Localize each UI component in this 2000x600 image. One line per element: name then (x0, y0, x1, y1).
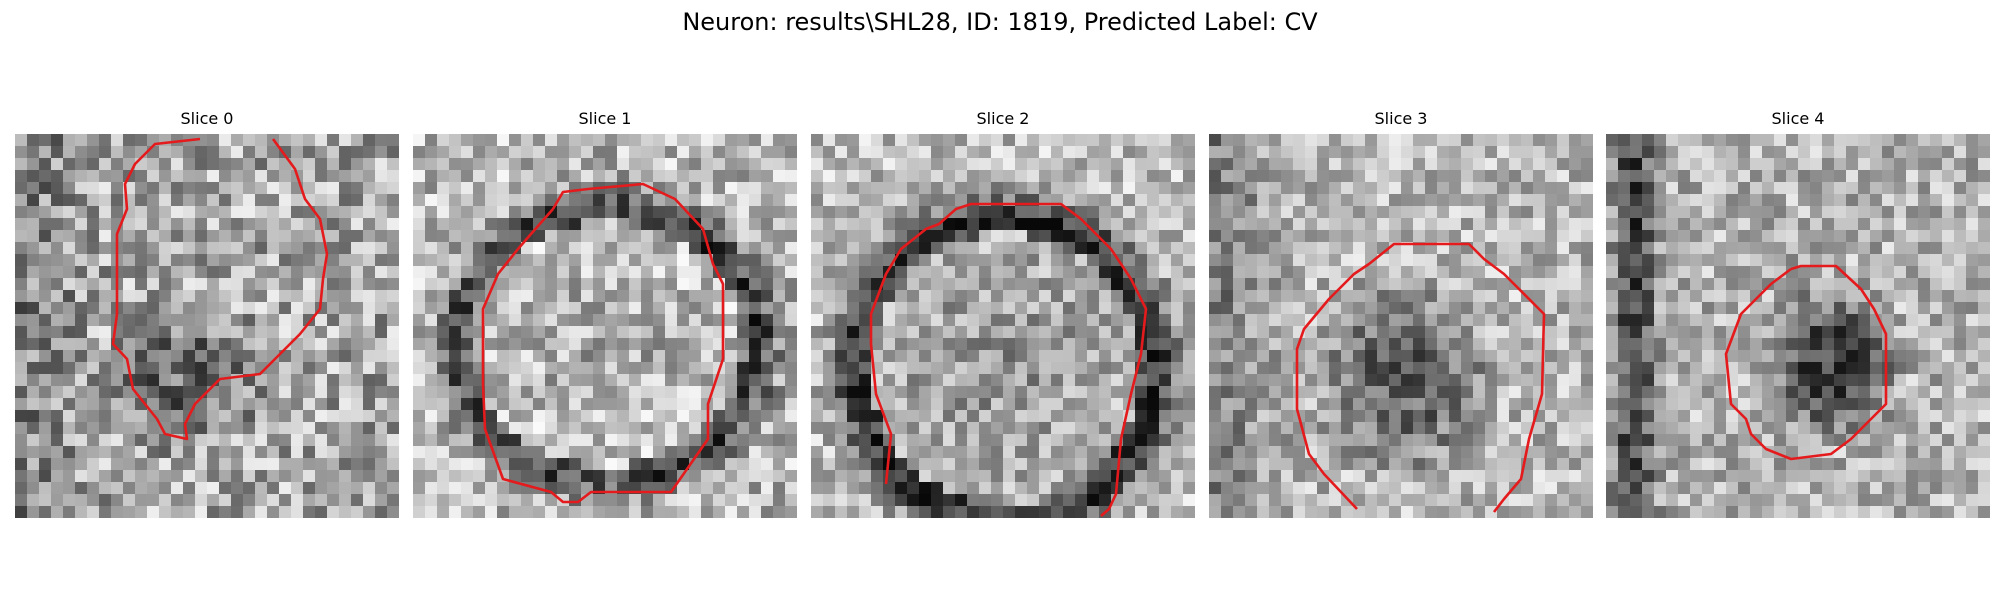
contour-1 (481, 182, 725, 504)
slice-panel-2: Slice 2 (811, 0, 1195, 520)
slice-image-4 (1606, 134, 1990, 518)
pixel-grid-2 (811, 134, 1195, 518)
contour-2 (869, 202, 1148, 517)
pixel-grid-4 (1606, 134, 1990, 518)
slice-title-4: Slice 4 (1771, 109, 1825, 128)
slice-panel-3: Slice 3 (1209, 0, 1593, 520)
slice-panel-1: Slice 1 (413, 0, 797, 520)
slice-title-2: Slice 2 (976, 109, 1030, 128)
slice-panel-4: Slice 4 (1606, 0, 1990, 520)
slice-image-2 (811, 134, 1195, 518)
pixel-grid-3 (1209, 134, 1593, 518)
pixel-grid-1 (413, 134, 797, 518)
contour-4 (1724, 264, 1888, 461)
slice-panel-0: Slice 0 (15, 0, 399, 520)
slice-image-0 (15, 134, 399, 518)
contour-3 (1295, 242, 1546, 513)
contour-0 (111, 137, 329, 441)
pixel-grid-0 (15, 134, 399, 518)
figure-title: Neuron: results\SHL28, ID: 1819, Predict… (682, 8, 1318, 36)
slice-title-1: Slice 1 (578, 109, 632, 128)
slice-image-1 (413, 134, 797, 518)
slice-title-3: Slice 3 (1374, 109, 1428, 128)
slice-title-0: Slice 0 (180, 109, 234, 128)
slice-image-3 (1209, 134, 1593, 518)
